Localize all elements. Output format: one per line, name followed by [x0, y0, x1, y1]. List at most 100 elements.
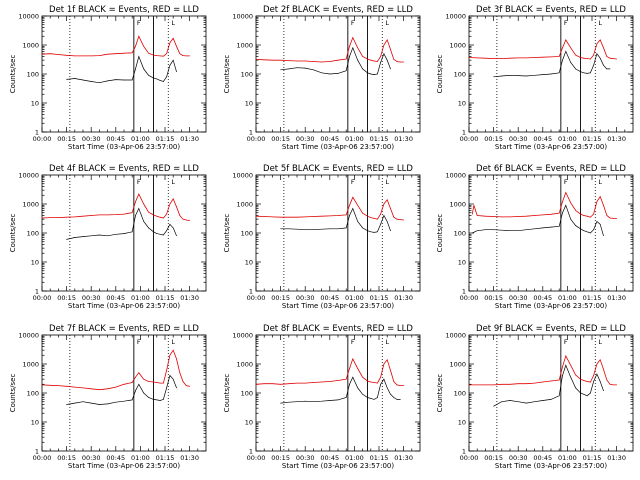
- red-series-point: [153, 214, 154, 216]
- red-series-point: [143, 203, 145, 205]
- black-series-point: [304, 229, 306, 231]
- red-series-point: [509, 383, 511, 385]
- red-series-point: [90, 388, 92, 390]
- time-marker-label: L: [598, 19, 602, 27]
- red-series-point: [476, 57, 478, 59]
- chart-panel-8: Det 8f BLACK = Events, RED = LLD 1 10 100 10…: [223, 324, 421, 470]
- red-series-point: [82, 215, 84, 217]
- x-tick-label: 00:00: [247, 294, 266, 302]
- x-tick-label: 00:30: [82, 135, 101, 143]
- black-series-point: [471, 232, 473, 234]
- red-series-point: [383, 203, 385, 205]
- y-axis-label: Counts/sec: [9, 214, 17, 253]
- x-axis-label: Start Time (03-Apr-06 23:57:00): [68, 462, 180, 470]
- red-series-point: [377, 61, 378, 62]
- red-series-line: [41, 193, 190, 221]
- chart-title: Det 3f BLACK = Events, RED = LLD: [476, 5, 626, 15]
- x-tick-label: 01:15: [583, 294, 602, 302]
- x-tick-label: 01:00: [345, 294, 364, 302]
- y-tick-label: 100: [454, 389, 466, 397]
- red-series-point: [399, 219, 401, 220]
- x-tick-label: 01:15: [370, 454, 389, 462]
- red-series-point: [517, 57, 519, 59]
- red-series-point: [609, 217, 611, 219]
- time-marker-label: F: [564, 19, 568, 27]
- y-tick-label: 1: [35, 447, 39, 455]
- x-tick-label: 00:45: [320, 454, 339, 462]
- red-series-point: [107, 388, 108, 390]
- x-tick-label: 01:00: [131, 454, 150, 462]
- black-series-line: [280, 207, 391, 233]
- black-series-point: [393, 397, 395, 398]
- black-series-point: [493, 76, 494, 78]
- black-series-point: [370, 231, 372, 233]
- plot-frame: [468, 174, 634, 292]
- red-series-point: [526, 215, 527, 217]
- red-series-point: [169, 354, 171, 356]
- chart-title: Det 2f BLACK = Events, RED = LLD: [263, 5, 413, 15]
- red-series-point: [386, 199, 388, 201]
- red-series-point: [377, 382, 378, 384]
- red-series-point: [135, 45, 136, 47]
- red-series-point: [41, 384, 43, 386]
- black-series-point: [296, 228, 298, 230]
- time-marker-label: L: [598, 338, 602, 346]
- red-series-point: [606, 379, 608, 381]
- x-axis-label: Start Time (03-Apr-06 23:57:00): [282, 143, 394, 151]
- red-series-point: [296, 60, 298, 62]
- black-series-point: [345, 397, 347, 398]
- red-series-point: [390, 208, 391, 209]
- plot-frame: [41, 334, 207, 452]
- red-series-point: [337, 215, 339, 216]
- black-series-point: [131, 79, 133, 81]
- red-series-point: [367, 215, 368, 217]
- black-series-point: [163, 81, 164, 82]
- red-series-point: [159, 216, 161, 218]
- black-series-point: [163, 234, 164, 236]
- x-tick-label: 01:15: [370, 294, 389, 302]
- red-series-point: [272, 59, 273, 61]
- red-series-point: [263, 383, 265, 385]
- red-series-point: [156, 382, 158, 383]
- black-series-point: [66, 239, 67, 240]
- y-tick-label: 1: [462, 447, 466, 455]
- red-series-point: [509, 216, 511, 218]
- black-series-point: [82, 401, 84, 403]
- black-series-point: [590, 232, 591, 234]
- red-series-point: [603, 204, 604, 206]
- red-series-point: [148, 52, 149, 54]
- y-tick-label: 10: [245, 258, 253, 266]
- black-series-point: [313, 401, 314, 403]
- black-series-point: [526, 402, 527, 404]
- red-series-point: [380, 376, 381, 378]
- x-tick-label: 00:15: [484, 454, 503, 462]
- x-tick-label: 00:00: [460, 135, 479, 143]
- red-series-point: [123, 52, 125, 54]
- x-tick-label: 00:15: [271, 294, 290, 302]
- black-series-point: [485, 229, 486, 231]
- red-series-point: [304, 216, 306, 218]
- red-series-point: [593, 213, 594, 215]
- red-series-point: [603, 47, 604, 49]
- black-series-point: [148, 397, 149, 398]
- red-series-point: [586, 381, 588, 382]
- black-series-point: [565, 51, 567, 52]
- black-series-point: [380, 62, 381, 63]
- black-series-point: [517, 401, 519, 403]
- red-series-point: [517, 383, 519, 385]
- black-series-point: [169, 64, 171, 66]
- black-series-point: [362, 393, 363, 395]
- red-series-point: [131, 382, 133, 383]
- black-series-point: [349, 56, 350, 57]
- chart-panel-3: Det 3f BLACK = Events, RED = LLD 1 10 100 10…: [436, 5, 634, 151]
- red-series-point: [565, 192, 567, 193]
- red-series-point: [182, 381, 184, 382]
- red-series-point: [163, 382, 164, 384]
- red-series-point: [403, 385, 404, 386]
- red-series-point: [349, 204, 350, 206]
- black-series-point: [509, 230, 511, 232]
- red-series-point: [138, 193, 140, 195]
- red-series-point: [163, 55, 164, 57]
- x-tick-label: 00:15: [271, 135, 290, 143]
- black-series-point: [138, 383, 140, 385]
